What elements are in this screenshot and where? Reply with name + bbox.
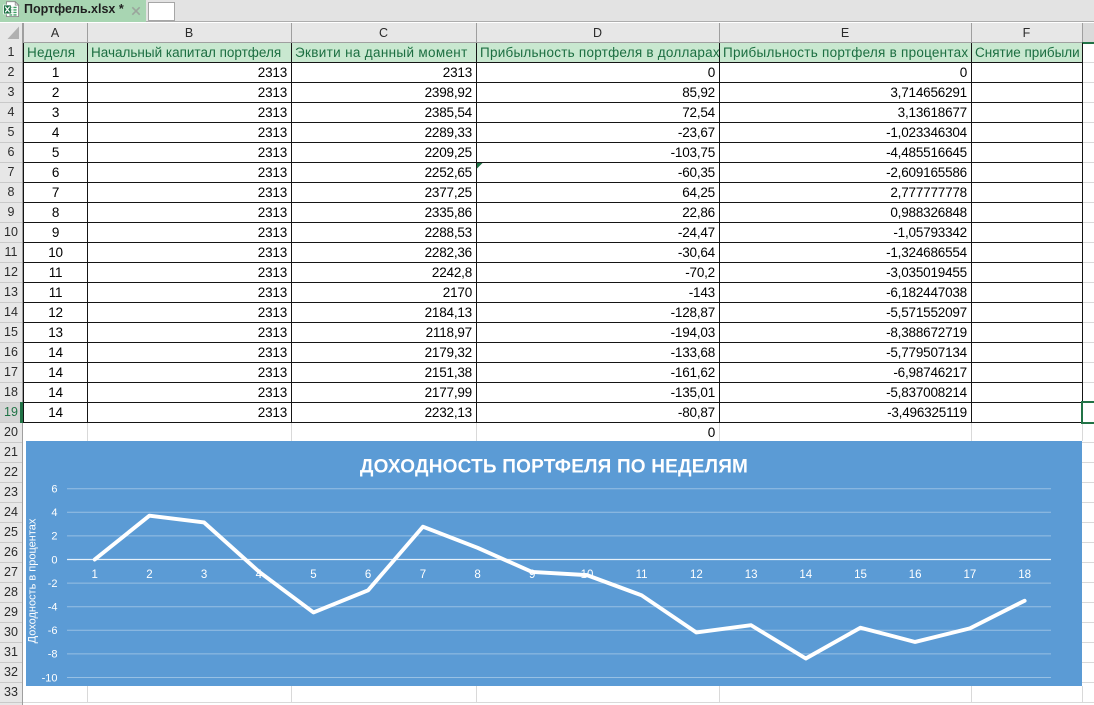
svg-text:2: 2 — [51, 531, 57, 543]
svg-text:ДОХОДНОСТЬ ПОРТФЕЛЯ ПО НЕДЕЛЯМ: ДОХОДНОСТЬ ПОРТФЕЛЯ ПО НЕДЕЛЯМ — [360, 457, 748, 478]
svg-text:Доходность в процентах: Доходность в процентах — [27, 518, 39, 643]
svg-text:6: 6 — [51, 484, 57, 496]
svg-text:3: 3 — [201, 569, 207, 581]
svg-text:4: 4 — [256, 569, 263, 581]
svg-text:6: 6 — [365, 569, 371, 581]
svg-text:-4: -4 — [48, 602, 58, 614]
svg-text:-2: -2 — [48, 578, 58, 590]
svg-text:9: 9 — [529, 569, 535, 581]
svg-text:2: 2 — [146, 569, 152, 581]
svg-text:7: 7 — [420, 569, 426, 581]
svg-text:0: 0 — [51, 554, 57, 566]
svg-text:13: 13 — [745, 569, 758, 581]
svg-text:12: 12 — [690, 569, 703, 581]
svg-text:-10: -10 — [42, 672, 58, 684]
svg-text:15: 15 — [854, 569, 867, 581]
svg-text:16: 16 — [909, 569, 922, 581]
svg-text:8: 8 — [474, 569, 480, 581]
svg-text:11: 11 — [636, 569, 648, 581]
svg-text:-8: -8 — [48, 649, 58, 661]
svg-text:18: 18 — [1018, 569, 1031, 581]
svg-text:14: 14 — [799, 569, 812, 581]
svg-text:17: 17 — [964, 569, 977, 581]
svg-text:-6: -6 — [48, 625, 58, 637]
svg-text:4: 4 — [51, 507, 57, 519]
svg-text:5: 5 — [310, 569, 316, 581]
svg-text:1: 1 — [91, 569, 97, 581]
